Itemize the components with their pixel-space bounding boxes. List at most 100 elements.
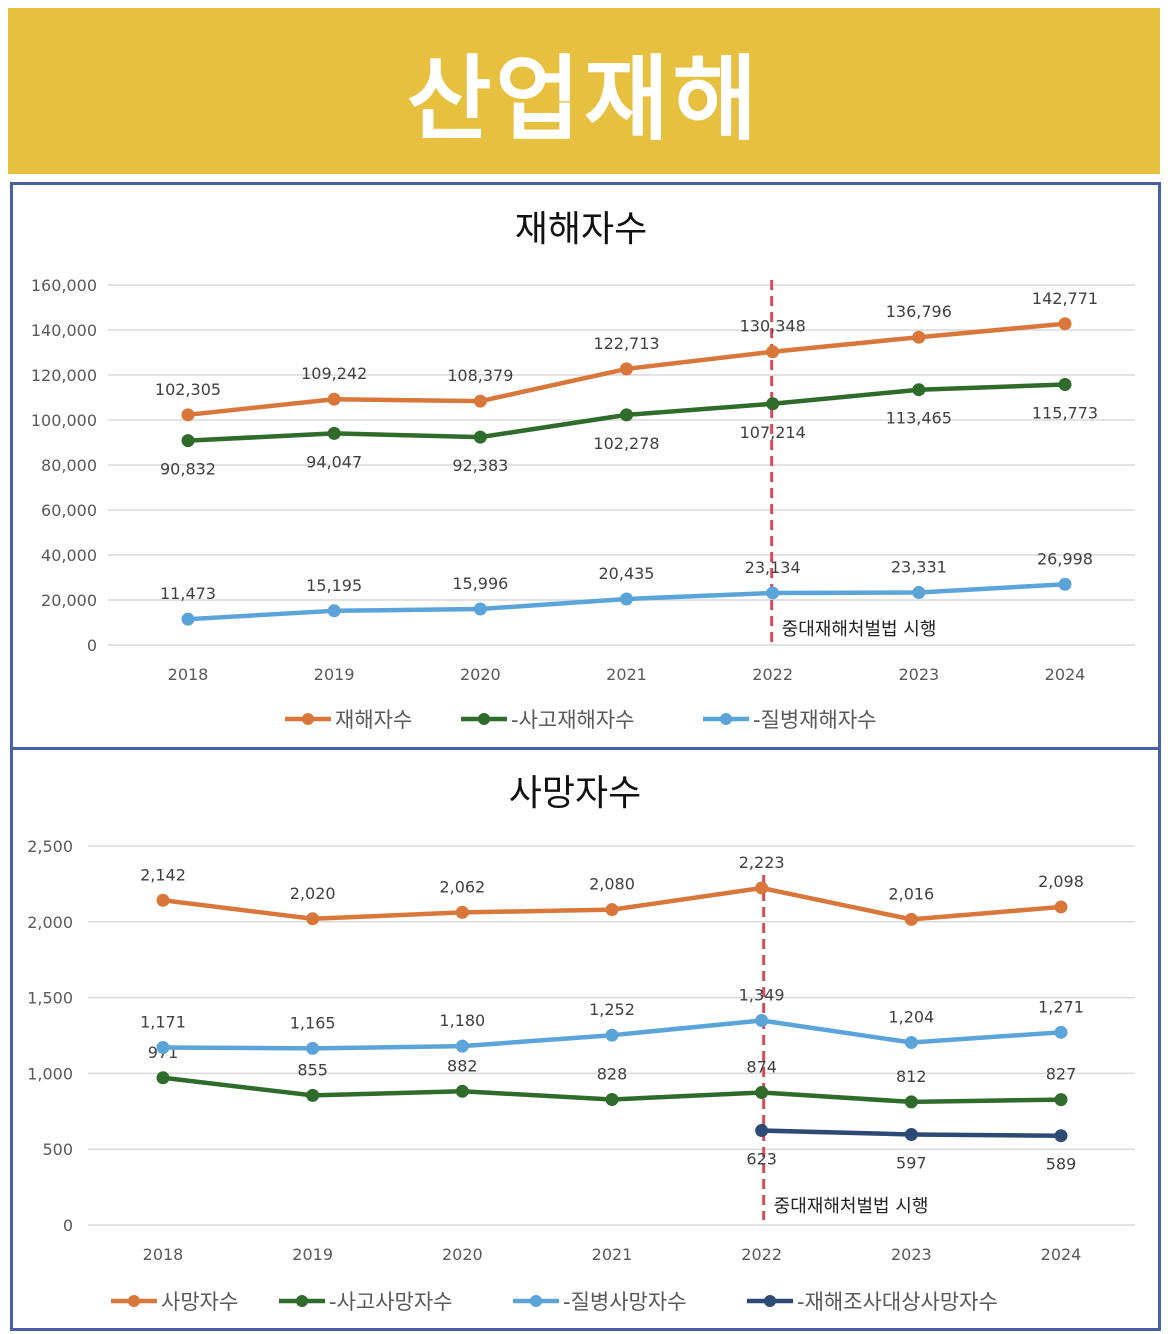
data-point-lightblue xyxy=(1058,577,1072,591)
data-point-lightblue xyxy=(620,592,633,606)
data-label-green: 874 xyxy=(746,1058,777,1077)
data-point-green xyxy=(1054,1093,1068,1107)
data-point-navy xyxy=(755,1124,769,1138)
x-tick-label: 2019 xyxy=(292,1245,333,1264)
data-label-green: 828 xyxy=(597,1064,628,1083)
data-label-orange: 2,062 xyxy=(439,877,485,896)
x-tick-label: 2022 xyxy=(752,665,793,684)
data-label-lightblue: 1,349 xyxy=(739,985,785,1004)
data-label-green: 115,773 xyxy=(1032,404,1098,423)
law-enforcement-annotation: 중대재해처벌법 시행 xyxy=(774,1196,929,1217)
legend-label: -사고사망자수 xyxy=(329,1290,453,1314)
data-label-green: 94,047 xyxy=(306,452,362,471)
data-label-green: 855 xyxy=(297,1060,328,1079)
data-point-lightblue xyxy=(156,1040,170,1054)
legend-label: -질병재해자수 xyxy=(753,708,877,732)
data-point-lightblue xyxy=(181,612,195,626)
y-tick-label: 40,000 xyxy=(41,546,97,565)
data-point-orange xyxy=(473,394,487,408)
data-label-green: 812 xyxy=(896,1067,927,1086)
data-point-orange xyxy=(455,905,469,919)
data-label-navy: 589 xyxy=(1046,1155,1077,1174)
legend-marker-orange xyxy=(128,1295,140,1307)
data-point-lightblue xyxy=(912,586,926,600)
x-tick-label: 2024 xyxy=(1045,665,1086,684)
legend-label: -질병사망자수 xyxy=(563,1290,687,1314)
data-label-orange: 109,242 xyxy=(301,364,367,383)
data-point-green xyxy=(473,430,487,444)
data-label-lightblue: 1,204 xyxy=(888,1007,934,1026)
data-label-orange: 2,020 xyxy=(290,884,336,903)
data-point-orange xyxy=(306,912,320,926)
data-point-green xyxy=(904,1095,918,1109)
data-label-green: 92,383 xyxy=(452,456,508,475)
y-tick-label: 2,500 xyxy=(27,837,73,856)
data-point-orange xyxy=(620,362,633,376)
banner-title: 산업재해 xyxy=(406,45,762,153)
data-label-orange: 2,098 xyxy=(1038,872,1084,891)
y-tick-label: 1,000 xyxy=(27,1064,73,1083)
data-label-lightblue: 1,165 xyxy=(290,1013,336,1032)
legend-marker-navy xyxy=(764,1295,776,1307)
data-point-green xyxy=(181,434,195,448)
data-label-lightblue: 20,435 xyxy=(599,564,655,583)
legend-marker-green xyxy=(478,713,490,725)
data-point-green xyxy=(912,383,926,397)
data-point-orange xyxy=(1058,317,1072,331)
injured-chart-panel: 재해자수 0 20,000 40,000 60,000 80,000 100,000 120,… xyxy=(10,182,1161,750)
deaths-chart-panel: 사망자수 0 500 1,000 1,500 2,000 2,500 2018 2019 2020… xyxy=(10,747,1161,1331)
legend-marker-green xyxy=(296,1295,308,1307)
data-label-navy: 623 xyxy=(746,1150,777,1169)
data-point-lightblue xyxy=(766,586,780,600)
data-point-lightblue xyxy=(755,1013,769,1027)
data-point-lightblue xyxy=(327,604,341,618)
data-label-lightblue: 1,171 xyxy=(140,1012,186,1031)
y-tick-label: 500 xyxy=(42,1140,73,1159)
y-tick-label: 160,000 xyxy=(31,276,97,295)
x-tick-label: 2020 xyxy=(460,665,501,684)
data-point-green xyxy=(327,426,341,440)
x-tick-label: 2018 xyxy=(143,1245,184,1264)
x-tick-label: 2021 xyxy=(592,1245,633,1264)
data-label-orange: 2,142 xyxy=(140,865,186,884)
legend-label: 재해자수 xyxy=(335,708,412,732)
data-label-lightblue: 11,473 xyxy=(160,584,216,603)
legend-marker-orange xyxy=(302,713,314,725)
y-tick-label: 60,000 xyxy=(41,501,97,520)
data-label-green: 107,214 xyxy=(740,423,806,442)
y-tick-label: 0 xyxy=(87,636,97,655)
data-point-orange xyxy=(766,345,780,359)
data-point-lightblue xyxy=(904,1035,918,1049)
data-point-green xyxy=(620,408,633,422)
data-point-orange xyxy=(912,330,926,344)
x-tick-label: 2023 xyxy=(898,665,939,684)
data-point-navy xyxy=(1054,1129,1068,1143)
data-label-green: 827 xyxy=(1046,1065,1077,1084)
data-point-green xyxy=(1058,378,1072,392)
data-point-green xyxy=(766,397,780,411)
data-point-green xyxy=(755,1086,769,1100)
data-point-orange xyxy=(327,392,341,406)
injured-chart: 재해자수 0 20,000 40,000 60,000 80,000 100,000 120,… xyxy=(31,209,1135,732)
x-tick-label: 2018 xyxy=(168,665,209,684)
y-tick-label: 140,000 xyxy=(31,321,97,340)
chart-title: 사망자수 xyxy=(509,773,641,814)
data-point-orange xyxy=(755,881,769,895)
data-point-lightblue xyxy=(455,1039,469,1053)
chart-title: 재해자수 xyxy=(515,209,647,250)
legend-label: 사망자수 xyxy=(161,1290,238,1314)
x-tick-label: 2021 xyxy=(606,665,647,684)
data-point-orange xyxy=(605,903,619,917)
y-tick-label: 2,000 xyxy=(27,913,73,932)
data-label-orange: 122,713 xyxy=(593,334,659,353)
data-label-lightblue: 26,998 xyxy=(1037,549,1093,568)
data-label-orange: 130,348 xyxy=(740,317,806,336)
data-label-orange: 108,379 xyxy=(447,366,513,385)
title-banner: 산업재해 xyxy=(8,8,1160,174)
deaths-chart: 사망자수 0 500 1,000 1,500 2,000 2,500 2018 2019 2020… xyxy=(27,773,1135,1314)
data-label-orange: 142,771 xyxy=(1032,289,1098,308)
data-label-lightblue: 23,331 xyxy=(891,558,947,577)
data-label-lightblue: 15,195 xyxy=(306,576,362,595)
y-tick-label: 80,000 xyxy=(41,456,97,475)
data-point-orange xyxy=(181,408,195,422)
